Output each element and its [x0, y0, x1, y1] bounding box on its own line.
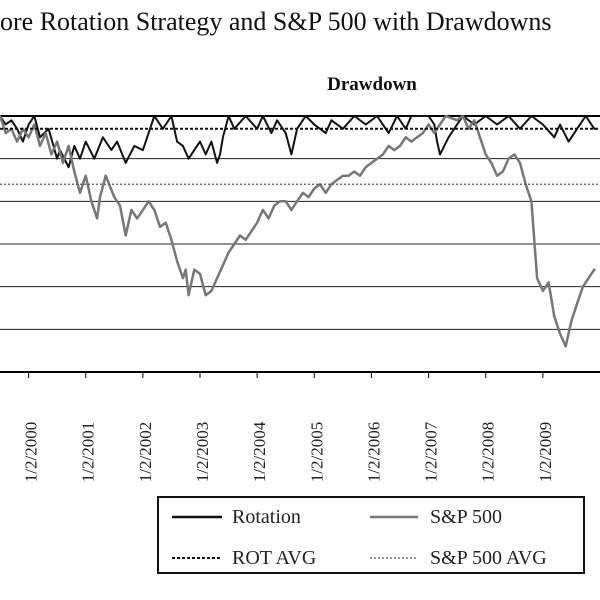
x-axis-tick-label: 1/2/2004: [250, 421, 269, 482]
series-layer: [0, 114, 600, 348]
x-axis-tick-label: 1/2/2007: [422, 421, 441, 482]
x-axis-tick-label: 1/2/2003: [193, 422, 212, 482]
chart-title: ore Rotation Strategy and S&P 500 with D…: [0, 7, 551, 36]
legend-label-0: Rotation: [232, 506, 301, 528]
x-axis-tick-label: 1/2/2008: [479, 422, 498, 482]
sp500-line: [0, 114, 596, 348]
chart-subtitle: Drawdown: [327, 74, 417, 95]
legend-box: [157, 496, 585, 574]
x-axis-tick-label: 1/2/2002: [136, 422, 155, 482]
x-axis-tick-label: 1/2/2009: [536, 422, 555, 482]
x-axis-tick-label: 1/2/2001: [79, 422, 98, 482]
legend-label-2: ROT AVG: [232, 547, 316, 569]
grid-layer: [0, 115, 600, 373]
legend-label-3: S&P 500 AVG: [430, 547, 547, 569]
legend-label-1: S&P 500: [430, 506, 502, 528]
rotation-line: [0, 115, 596, 169]
x-axis-tick-label: 1/2/2000: [22, 422, 41, 482]
x-axis-tick-label: 1/2/2006: [364, 422, 383, 482]
title-layer: ore Rotation Strategy and S&P 500 with D…: [0, 7, 551, 95]
axis-layer: 1/2/2000 1/2/2001 1/2/2002 1/2/2003 1/2/2004…: [22, 372, 555, 482]
x-axis-tick-label: 1/2/2005: [307, 422, 326, 482]
legend-layer: Rotation S&P 500 ROT AVG S&P 500 AVG: [157, 496, 585, 574]
